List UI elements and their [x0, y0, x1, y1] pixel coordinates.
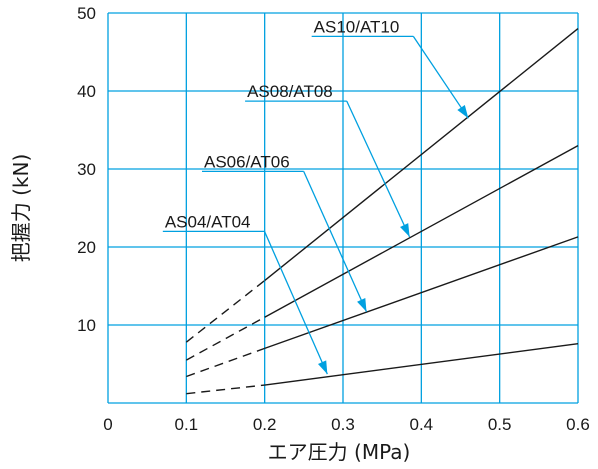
series-line-dashed: [185, 279, 266, 343]
label-leader: [303, 171, 368, 313]
y-tick-label: 40: [77, 82, 96, 101]
label-leader: [412, 36, 469, 119]
x-tick-label: 0.3: [331, 415, 355, 434]
y-axis-title: 把握力 (kN): [9, 154, 33, 263]
series-lines: [185, 28, 579, 395]
series-line-dashed: [186, 347, 265, 378]
series-line: [264, 236, 579, 350]
y-tick-label: 20: [77, 238, 96, 257]
series-line: [264, 144, 579, 318]
leader-arrowhead: [400, 223, 410, 237]
series-line-dashed: [186, 384, 265, 395]
series-labels: AS04/AT04 AS06/AT06 AS08/AT08 AS10/AT10: [165, 17, 400, 231]
leader-arrowhead: [457, 104, 469, 119]
x-tick-label: 0.1: [175, 415, 199, 434]
y-tick-label: 30: [77, 160, 96, 179]
series-line-dashed: [185, 316, 266, 361]
grid: [107, 12, 579, 404]
series-line: [264, 28, 579, 282]
x-tick-label: 0.2: [253, 415, 277, 434]
leader-arrowhead: [317, 360, 328, 375]
series-label: AS06/AT06: [204, 152, 290, 171]
series-label: AS04/AT04: [165, 212, 251, 231]
label-leader: [346, 100, 411, 238]
x-tick-label: 0.6: [566, 415, 590, 434]
tick-labels: 0 0.1 0.2 0.3 0.4 0.5 0.6 10 20 30 40 50: [77, 4, 590, 434]
series-label: AS08/AT08: [247, 82, 333, 101]
y-tick-label: 10: [77, 316, 96, 335]
x-axis-title: エア圧力 (MPa): [268, 440, 411, 464]
x-tick-label: 0: [103, 415, 112, 434]
y-tick-label: 50: [77, 4, 96, 23]
series-line: [264, 343, 579, 386]
series-label: AS10/AT10: [314, 17, 400, 36]
label-leaders: [162, 35, 469, 375]
x-tick-label: 0.4: [410, 415, 434, 434]
x-tick-label: 0.5: [488, 415, 512, 434]
leader-arrowhead: [357, 298, 367, 312]
label-leader: [263, 231, 328, 375]
